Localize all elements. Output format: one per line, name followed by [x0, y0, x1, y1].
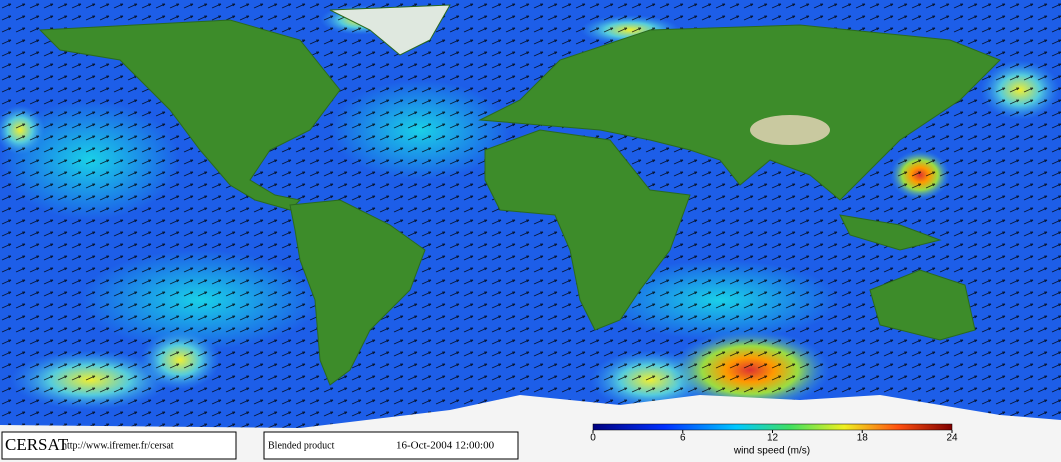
colorbar-gradient: [592, 423, 953, 431]
date: 16-Oct-2004 12:00:00: [396, 440, 495, 452]
colorbar-tick-label: 18: [857, 433, 869, 444]
footer: CERSAT http://www.ifremer.fr/cersat Blen…: [1, 431, 519, 460]
product-box: [263, 431, 519, 460]
eurasia: [478, 24, 1001, 201]
product: Blended product: [268, 440, 335, 451]
colorbar: wind speed (m/s) 0 6 12 18 24: [590, 423, 958, 457]
url: http://www.ifremer.fr/cersat: [62, 440, 174, 451]
land: [38, 4, 1001, 386]
tibet: [750, 115, 830, 145]
colorbar-tick-label: 12: [767, 433, 779, 444]
greenland: [329, 4, 451, 56]
indonesia: [839, 214, 942, 251]
australia: [869, 269, 976, 341]
africa: [484, 129, 691, 331]
colorbar-tick-label: 6: [680, 433, 686, 444]
colorbar-tick-label: 0: [590, 433, 596, 444]
logo: CERSAT: [5, 435, 69, 454]
colorbar-label: wind speed (m/s): [733, 446, 810, 457]
north-america: [38, 19, 341, 211]
colorbar-tick-label: 24: [946, 433, 958, 444]
credit-box: [1, 431, 237, 460]
south-america: [289, 199, 426, 386]
